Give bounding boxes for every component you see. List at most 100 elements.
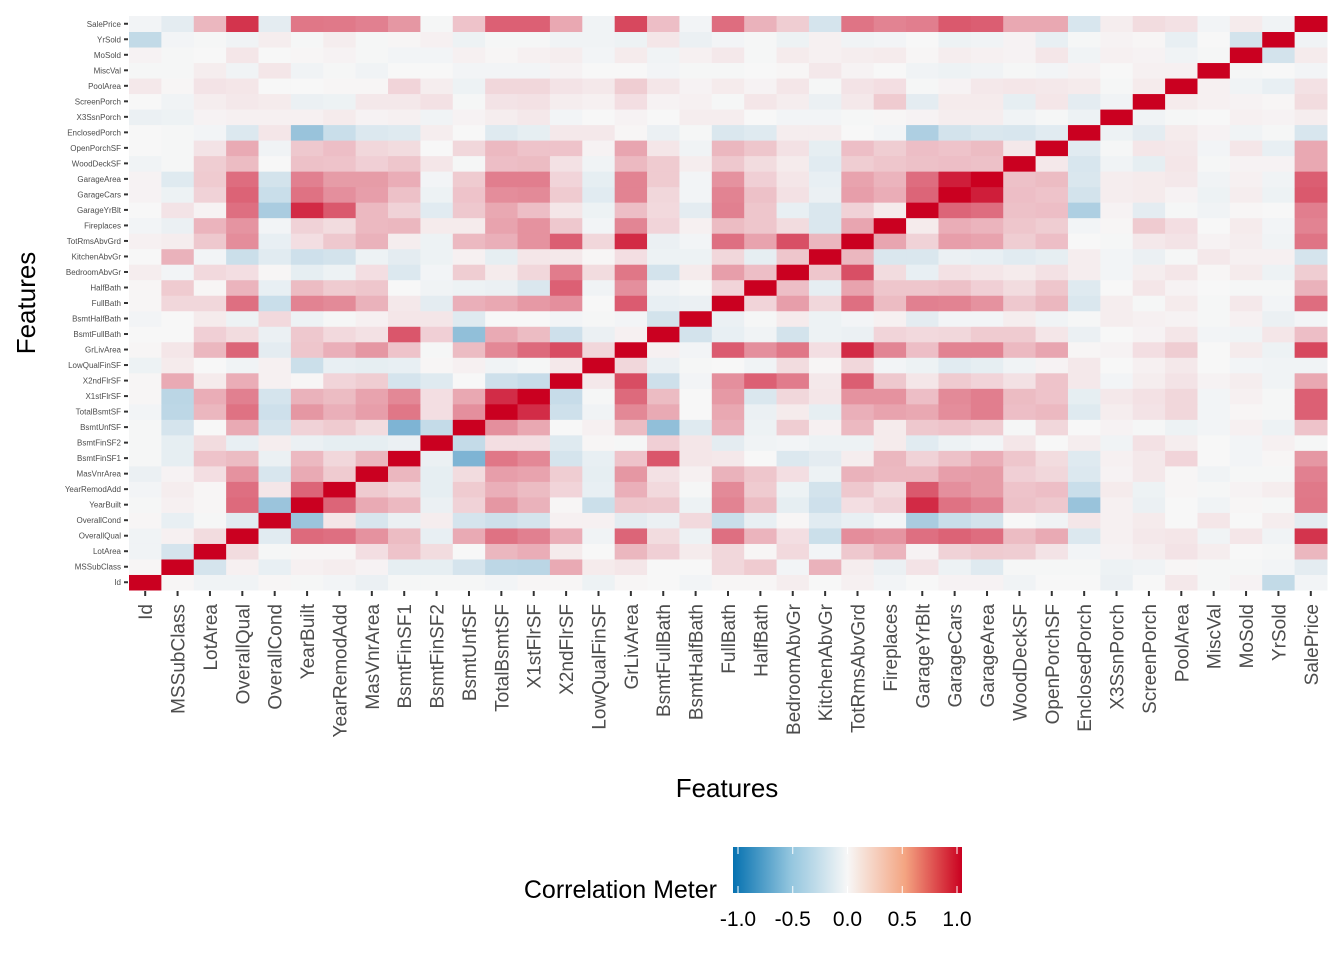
- heatmap-cell-YrSold-MiscVal: [1197, 31, 1231, 48]
- heatmap-cell-OpenPorchSF-YrSold: [1262, 140, 1296, 157]
- heatmap-cell-X2ndFlrSF-EnclosedPorch: [1067, 372, 1101, 389]
- heatmap-cell-LowQualFinSF-GarageCars: [938, 357, 972, 374]
- heatmap-cell-X1stFlrSF-HalfBath: [744, 388, 778, 405]
- heatmap-cell-GrLivArea-YearBuilt: [290, 341, 324, 358]
- heatmap-cell-EnclosedPorch-TotalBsmtSF: [485, 124, 519, 141]
- heatmap-cell-PoolArea-LowQualFinSF: [582, 78, 616, 95]
- heatmap-cell-GarageCars-TotalBsmtSF: [485, 186, 519, 203]
- heatmap-cell-BsmtFullBath-YearBuilt: [290, 326, 324, 343]
- heatmap-cell-LowQualFinSF-MSSubClass: [161, 357, 195, 374]
- heatmap-cell-YearRemodAdd-TotRmsAbvGrd: [841, 481, 875, 498]
- heatmap-cell-GarageYrBlt-BsmtHalfBath: [679, 202, 713, 219]
- heatmap-cell-MasVnrArea-MasVnrArea: [355, 465, 389, 482]
- heatmap-cell-BsmtFinSF2-TotRmsAbvGrd: [841, 434, 875, 451]
- heatmap-cell-TotalBsmtSF-BsmtFinSF2: [420, 403, 454, 420]
- heatmap-cell-X1stFlrSF-MasVnrArea: [355, 388, 389, 405]
- heatmap-cell-BsmtFullBath-LotArea: [193, 326, 227, 343]
- heatmap-cell-BedroomAbvGr-TotalBsmtSF: [485, 264, 519, 281]
- heatmap-cell-GarageCars-MasVnrArea: [355, 186, 389, 203]
- heatmap-cell-ScreenPorch-BsmtFinSF1: [388, 93, 421, 110]
- heatmap-cell-YrSold-YearBuilt: [290, 31, 324, 48]
- heatmap-cell-YearBuilt-X3SsnPorch: [1100, 496, 1134, 513]
- heatmap-cell-BsmtUnfSF-BsmtUnfSF: [452, 419, 486, 436]
- heatmap-cell-MSSubClass-EnclosedPorch: [1067, 558, 1101, 575]
- heatmap-cell-LotArea-X1stFlrSF: [517, 543, 551, 560]
- heatmap-cell-MSSubClass-TotalBsmtSF: [485, 558, 519, 575]
- heatmap-cell-OverallCond-MSSubClass: [161, 512, 195, 529]
- heatmap-cell-GarageCars-BsmtFinSF2: [420, 186, 454, 203]
- heatmap-cell-YearRemodAdd-GarageArea: [970, 481, 1004, 498]
- heatmap-cell-GarageYrBlt-WoodDeckSF: [1003, 202, 1037, 219]
- heatmap-cell-LotArea-FullBath: [711, 543, 745, 560]
- heatmap-cell-TotalBsmtSF-MiscVal: [1197, 403, 1231, 420]
- heatmap-cell-TotRmsAbvGrd-YearBuilt: [290, 233, 324, 250]
- heatmap-cell-BsmtHalfBath-Id: [129, 310, 162, 327]
- heatmap-cell-X2ndFlrSF-GrLivArea: [614, 372, 648, 389]
- heatmap-cell-KitchenAbvGr-X1stFlrSF: [517, 248, 551, 265]
- heatmap-cell-TotRmsAbvGrd-Id: [129, 233, 162, 250]
- heatmap-cell-PoolArea-Id: [129, 78, 162, 95]
- heatmap-cell-OverallCond-Fireplaces: [873, 512, 907, 529]
- heatmap-cell-BsmtFinSF2-BsmtFinSF2: [420, 434, 454, 451]
- heatmap-cell-BsmtFinSF2-WoodDeckSF: [1003, 434, 1037, 451]
- heatmap-cell-MSSubClass-LowQualFinSF: [582, 558, 616, 575]
- heatmap-cell-TotalBsmtSF-FullBath: [711, 403, 745, 420]
- heatmap-cell-GarageYrBlt-BsmtFinSF2: [420, 202, 454, 219]
- heatmap-cell-Id-LowQualFinSF: [582, 574, 616, 591]
- heatmap-cell-BsmtHalfBath-BsmtUnfSF: [452, 310, 486, 327]
- heatmap-cell-X3SsnPorch-OverallQual: [226, 109, 260, 126]
- heatmap-cell-LotArea-GarageArea: [970, 543, 1004, 560]
- heatmap-cell-OpenPorchSF-PoolArea: [1165, 140, 1198, 157]
- heatmap-cell-OpenPorchSF-GarageYrBlt: [906, 140, 939, 157]
- heatmap-cell-YearRemodAdd-X3SsnPorch: [1100, 481, 1134, 498]
- heatmap-cell-GarageArea-BedroomAbvGr: [776, 171, 810, 188]
- y-tick-label: X3SsnPorch: [77, 113, 121, 122]
- heatmap-cell-Fireplaces-OverallCond: [258, 217, 292, 234]
- heatmap-cell-GarageYrBlt-BsmtFinSF1: [388, 202, 421, 219]
- heatmap-cell-BsmtFinSF1-LotArea: [193, 450, 227, 467]
- x-tick-label: ScreenPorch: [1140, 604, 1161, 714]
- heatmap-cell-X1stFlrSF-X2ndFlrSF: [549, 388, 583, 405]
- heatmap-cell-SalePrice-EnclosedPorch: [1067, 16, 1101, 33]
- heatmap-cell-EnclosedPorch-OverallCond: [258, 124, 292, 141]
- heatmap-cell-MSSubClass-PoolArea: [1165, 558, 1198, 575]
- heatmap-cell-BsmtFullBath-GarageCars: [938, 326, 972, 343]
- heatmap-cell-GrLivArea-MoSold: [1229, 341, 1263, 358]
- heatmap-cell-BsmtUnfSF-BsmtFinSF2: [420, 419, 454, 436]
- heatmap-cell-SalePrice-TotalBsmtSF: [485, 16, 519, 33]
- heatmap-cell-OverallCond-SalePrice: [1294, 512, 1328, 529]
- heatmap-cell-GarageYrBlt-SalePrice: [1294, 202, 1328, 219]
- heatmap-cell-EnclosedPorch-X3SsnPorch: [1100, 124, 1134, 141]
- heatmap-cell-LotArea-OverallCond: [258, 543, 292, 560]
- heatmap-cell-GarageArea-BsmtFullBath: [647, 171, 680, 188]
- heatmap-cell-OverallQual-X1stFlrSF: [517, 527, 551, 544]
- heatmap-cell-YearBuilt-MasVnrArea: [355, 496, 389, 513]
- y-tick-label: BsmtFullBath: [73, 330, 121, 339]
- heatmap-cell-BsmtUnfSF-MiscVal: [1197, 419, 1231, 436]
- heatmap-cell-GarageYrBlt-GrLivArea: [614, 202, 648, 219]
- heatmap-cell-LowQualFinSF-GrLivArea: [614, 357, 648, 374]
- heatmap-cell-MiscVal-KitchenAbvGr: [808, 62, 842, 79]
- y-tick-label: PoolArea: [88, 82, 121, 91]
- heatmap-cell-Id-ScreenPorch: [1132, 574, 1166, 591]
- heatmap-cell-ScreenPorch-X2ndFlrSF: [549, 93, 583, 110]
- heatmap-cell-SalePrice-BsmtUnfSF: [452, 16, 486, 33]
- heatmap-cell-OverallCond-GrLivArea: [614, 512, 648, 529]
- heatmap-cell-WoodDeckSF-OverallCond: [258, 155, 292, 172]
- heatmap-cell-WoodDeckSF-GarageCars: [938, 155, 972, 172]
- heatmap-cell-HalfBath-MiscVal: [1197, 279, 1231, 296]
- heatmap-cell-MoSold-YrSold: [1262, 47, 1296, 64]
- heatmap-cell-YrSold-SalePrice: [1294, 31, 1328, 48]
- heatmap-cell-X2ndFlrSF-ScreenPorch: [1132, 372, 1166, 389]
- heatmap-cell-BedroomAbvGr-KitchenAbvGr: [808, 264, 842, 281]
- heatmap-cell-LowQualFinSF-LowQualFinSF: [582, 357, 616, 374]
- heatmap-cell-TotalBsmtSF-EnclosedPorch: [1067, 403, 1101, 420]
- x-tick-label: LotArea: [201, 604, 222, 671]
- heatmap-cell-FullBath-BedroomAbvGr: [776, 295, 810, 312]
- heatmap-cell-MiscVal-Id: [129, 62, 162, 79]
- heatmap-cell-TotalBsmtSF-HalfBath: [744, 403, 778, 420]
- heatmap-cell-MSSubClass-GarageCars: [938, 558, 972, 575]
- heatmap-cell-EnclosedPorch-MSSubClass: [161, 124, 195, 141]
- heatmap-cell-TotalBsmtSF-TotRmsAbvGrd: [841, 403, 875, 420]
- heatmap-cell-TotRmsAbvGrd-MiscVal: [1197, 233, 1231, 250]
